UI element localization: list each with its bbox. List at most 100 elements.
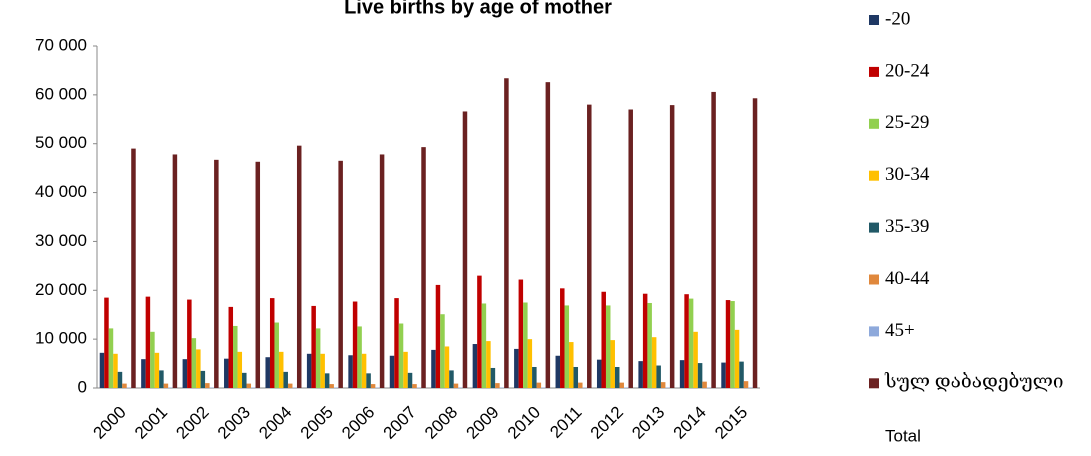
bar — [296, 145, 302, 388]
bar — [122, 383, 127, 388]
bar — [462, 111, 468, 389]
bar — [527, 339, 533, 388]
bar — [311, 305, 316, 388]
bar — [182, 359, 188, 388]
bar — [431, 349, 436, 388]
x-tick-label: 2011 — [546, 403, 585, 442]
bar — [601, 291, 606, 388]
y-tick-label: 50 000 — [35, 133, 87, 152]
bar — [518, 279, 524, 388]
bar — [104, 297, 109, 388]
bar — [486, 341, 491, 388]
bar — [734, 329, 740, 388]
bar — [514, 348, 519, 388]
bar — [610, 340, 615, 388]
bar — [403, 351, 408, 388]
bar — [743, 381, 749, 388]
bar — [605, 305, 611, 388]
bar — [324, 373, 330, 388]
bar — [398, 323, 404, 388]
legend-swatch — [869, 274, 879, 285]
bar — [596, 359, 602, 388]
bar — [99, 352, 105, 388]
bar — [224, 358, 229, 388]
legend-label: 35-39 — [885, 216, 929, 237]
bar — [145, 296, 151, 388]
x-tick-label: 2008 — [421, 403, 461, 443]
x-tick-label: 2012 — [587, 403, 627, 443]
bar — [315, 328, 321, 388]
bar — [628, 109, 633, 388]
bar — [679, 360, 685, 388]
bar — [587, 104, 592, 388]
bar — [269, 298, 275, 388]
bar — [196, 349, 201, 388]
legend-label: -20 — [885, 8, 910, 29]
bar — [255, 161, 261, 388]
x-tick-label: 2013 — [628, 403, 668, 443]
bar — [573, 366, 579, 388]
bar — [205, 383, 210, 388]
x-tick-label: 2006 — [338, 403, 378, 443]
bar — [619, 382, 624, 388]
bar — [578, 382, 583, 388]
x-tick-label: 2002 — [172, 403, 212, 443]
bar — [523, 302, 528, 388]
bar — [200, 370, 206, 388]
bar — [159, 370, 164, 388]
bar — [477, 275, 482, 388]
bar — [739, 361, 744, 388]
chart-title: Live births by age of mother — [344, 0, 612, 18]
bar — [370, 384, 376, 388]
legend-swatch — [869, 118, 879, 129]
bar — [306, 353, 312, 388]
bar — [638, 361, 643, 388]
bar — [656, 365, 661, 388]
bar — [379, 154, 385, 388]
bar — [725, 300, 731, 388]
bar — [357, 326, 362, 388]
bar — [278, 351, 284, 388]
bar — [172, 154, 178, 388]
bar — [163, 383, 169, 388]
bar — [702, 381, 707, 388]
bar — [569, 342, 574, 388]
bar — [117, 371, 123, 388]
legend-label: 25-29 — [885, 112, 929, 133]
bar — [407, 372, 413, 388]
x-tick-label: 2007 — [380, 403, 420, 443]
x-tick-label: 2014 — [670, 403, 710, 443]
bar — [242, 372, 247, 388]
bar — [688, 298, 694, 388]
bar — [421, 147, 426, 388]
bar — [361, 353, 367, 388]
bar — [274, 322, 279, 388]
bar — [435, 284, 441, 388]
bar — [449, 370, 454, 388]
bar — [394, 298, 399, 388]
bar — [150, 331, 155, 388]
bar — [711, 91, 716, 388]
bar — [228, 306, 234, 388]
legend-swatch — [869, 15, 879, 25]
bar — [444, 346, 450, 388]
bar — [684, 294, 689, 388]
y-tick-label: 0 — [78, 377, 87, 396]
bar — [555, 355, 561, 388]
bar — [187, 299, 192, 388]
bar — [287, 383, 293, 388]
bar — [214, 159, 219, 388]
bar — [721, 362, 726, 388]
bar — [651, 337, 657, 388]
bar — [660, 382, 666, 388]
x-tick-label: 2003 — [214, 403, 254, 443]
bar — [131, 148, 136, 388]
bar — [647, 302, 652, 388]
bar — [545, 82, 551, 388]
bar — [730, 301, 735, 388]
x-tick-label: 2010 — [504, 403, 544, 443]
x-tick-label: 2001 — [131, 403, 171, 443]
legend-label: 20-24 — [885, 60, 930, 81]
legend-swatch — [869, 378, 879, 389]
